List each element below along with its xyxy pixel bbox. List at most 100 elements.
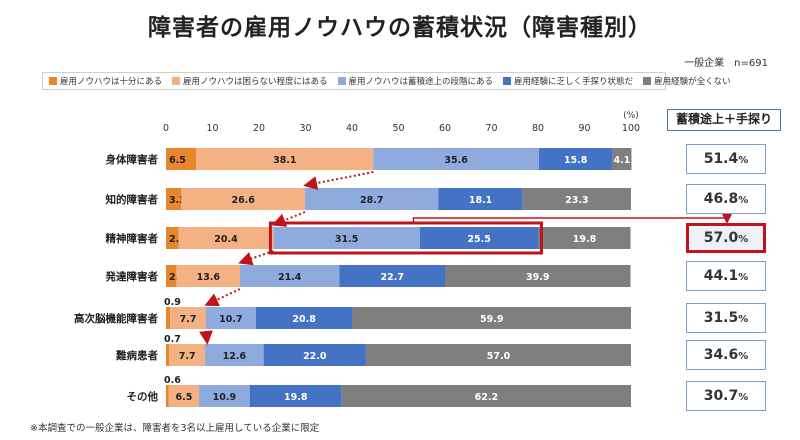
badge-value: 30.7% [686, 381, 766, 411]
badge-number: 46.8 [703, 191, 739, 207]
bar-segment [178, 227, 274, 249]
bar-segment [176, 265, 240, 287]
x-tick-label: 10 [206, 123, 218, 134]
bar-segment [166, 265, 177, 287]
badge-unit: % [738, 392, 749, 403]
bar-segment [522, 188, 631, 210]
trend-arrow [238, 250, 274, 266]
data-label: 13.6 [197, 272, 221, 283]
unit-label: (%) [623, 111, 639, 121]
legend-label: 雇用ノウハウは困らない程度にはある [183, 77, 328, 87]
bar-segment [373, 148, 539, 170]
bar-segment [166, 148, 197, 170]
badge-header: 蓄積途上＋手探り [667, 109, 781, 131]
trend-arrow [271, 211, 306, 227]
bar-segment [166, 188, 182, 210]
category-label: 難病患者 [115, 349, 158, 362]
legend-item: 雇用経験に乏しく手探り状態だ [503, 75, 633, 87]
badge-number: 34.6 [703, 347, 739, 363]
data-label: 2.7 [169, 234, 186, 245]
data-label: 20.8 [292, 314, 316, 325]
legend-item: 雇用経験が全くない [643, 75, 731, 87]
trend-arrow [303, 171, 374, 190]
bar-segment [263, 344, 366, 366]
data-label: 19.8 [284, 392, 308, 403]
bar-segment [538, 148, 613, 170]
legend-swatch [503, 77, 512, 85]
bar-segment [445, 265, 631, 287]
category-label: その他 [127, 390, 159, 403]
x-tick-label: 90 [578, 123, 590, 134]
badge-number: 30.7 [703, 388, 739, 404]
badge-unit: % [738, 155, 749, 166]
legend-label: 雇用ノウハウは十分にある [60, 77, 163, 87]
legend-swatch [643, 77, 652, 85]
bar-segment [239, 265, 340, 287]
bar-segment [196, 148, 374, 170]
legend-swatch [49, 77, 57, 85]
x-tick-label: 20 [253, 123, 265, 134]
x-tick-label: 70 [485, 123, 497, 134]
badge-number: 31.5 [703, 310, 739, 326]
bar-segment [166, 307, 171, 329]
badge-unit: % [738, 351, 749, 362]
legend-item: 雇用ノウハウは蓄積途上の段階にある [337, 75, 494, 87]
bar-segment [205, 344, 264, 366]
badge-unit: % [738, 314, 749, 325]
legend-swatch [172, 77, 181, 85]
data-label: 28.7 [360, 195, 383, 206]
data-label: 35.6 [444, 155, 468, 166]
data-label: 21.4 [278, 272, 302, 283]
badge-value: 34.6% [686, 340, 766, 370]
badge-number: 44.1 [703, 268, 739, 284]
category-label: 精神障害者 [106, 232, 159, 245]
x-tick-label: 0 [163, 123, 169, 134]
bar-segment [166, 227, 179, 249]
bar-segment [612, 148, 632, 170]
data-label: 31.5 [335, 234, 358, 245]
legend-item: 雇用ノウハウは困らない程度にはある [172, 75, 328, 87]
bar-segment [169, 344, 206, 366]
footnote: ※本調査での一般企業は、障害者を3名以上雇用している企業に限定 [30, 423, 320, 434]
x-tick-label: 60 [439, 123, 451, 134]
data-label: 0.7 [164, 334, 181, 345]
bar-segment [438, 188, 523, 210]
legend-label: 雇用ノウハウは蓄積途上の段階にある [348, 77, 494, 87]
bar-segment [255, 307, 353, 329]
bar-segment [538, 227, 631, 249]
bar-segment [339, 265, 445, 287]
data-label: 10.7 [219, 314, 242, 325]
bar-segment [166, 385, 169, 407]
x-tick-label: 80 [532, 123, 544, 134]
data-label: 6.5 [175, 392, 192, 403]
data-label: 10.9 [213, 392, 236, 403]
badge-value: 51.4% [686, 144, 766, 174]
bar-segment [249, 385, 342, 407]
legend-swatch [337, 77, 346, 85]
badge-unit: % [738, 272, 749, 283]
bar-segment [273, 227, 420, 249]
data-label: 22.0 [303, 351, 327, 362]
x-tick-label: 40 [346, 123, 358, 134]
category-label: 知的障害者 [106, 193, 159, 206]
legend-item: 雇用ノウハウは十分にある [49, 75, 162, 87]
data-label: 18.1 [469, 195, 492, 206]
bar-segment [205, 307, 256, 329]
bar-segment [352, 307, 631, 329]
data-label: 57.0 [487, 351, 511, 362]
data-label: 4.1 [614, 155, 631, 166]
legend-label: 雇用経験が全くない [654, 77, 731, 87]
category-label: 身体障害者 [106, 153, 159, 166]
data-label: 38.1 [273, 155, 296, 166]
badge-number: 57.0 [703, 230, 739, 246]
bar-segment [365, 344, 631, 366]
data-label: 7.7 [179, 351, 196, 362]
x-tick-label: 50 [392, 123, 404, 134]
trend-arrow [199, 330, 213, 345]
data-label: 62.2 [475, 392, 498, 403]
bar-segment [419, 227, 539, 249]
sample-note: 一般企業 n=691 [684, 58, 768, 69]
badge-unit: % [738, 195, 749, 206]
badge-value: 44.1% [686, 261, 766, 291]
